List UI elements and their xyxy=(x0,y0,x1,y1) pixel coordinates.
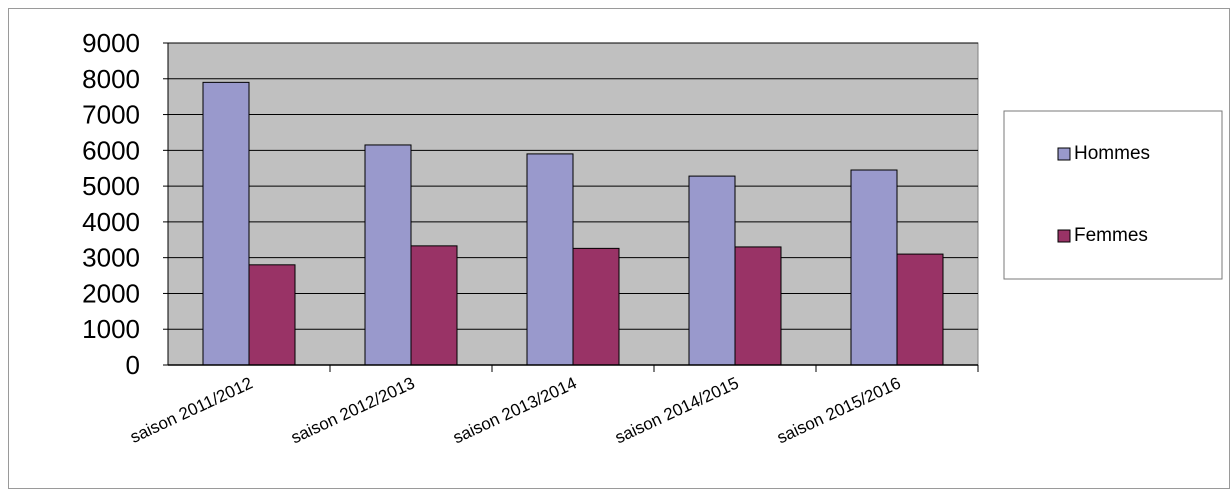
y-tick-label: 5000 xyxy=(82,171,140,201)
y-tick-label: 8000 xyxy=(82,64,140,94)
legend-swatch-hommes xyxy=(1057,147,1071,161)
y-tick-label: 7000 xyxy=(82,100,140,130)
y-tick-label: 4000 xyxy=(82,207,140,237)
bars xyxy=(202,81,944,366)
legend-label-hommes: Hommes xyxy=(1074,143,1150,164)
x-axis-category-labels: saison 2011/2012 saison 2012/2013 saison 2… xyxy=(127,373,904,447)
x-category-label: saison 2012/2013 xyxy=(288,373,418,447)
y-tick-label: 9000 xyxy=(82,28,140,58)
y-tick-label: 1000 xyxy=(82,314,140,344)
legend-box xyxy=(1003,110,1223,280)
y-tick-label: 6000 xyxy=(82,135,140,165)
bar-hommes-3 xyxy=(526,153,574,366)
x-category-label: saison 2013/2014 xyxy=(450,373,580,447)
bar-hommes-1 xyxy=(202,81,250,366)
x-axis xyxy=(167,43,979,372)
x-category-label: saison 2014/2015 xyxy=(612,373,742,447)
bar-hommes-2 xyxy=(364,144,412,366)
y-axis-tick-labels: 0 1000 2000 3000 4000 5000 6000 7000 8000 9000 xyxy=(82,28,168,380)
legend-swatch-femmes xyxy=(1057,229,1071,243)
bar-femmes-3 xyxy=(572,247,620,366)
x-category-label: saison 2015/2016 xyxy=(774,373,904,447)
y-tick-label: 2000 xyxy=(82,278,140,308)
bar-femmes-4 xyxy=(734,246,782,366)
bar-femmes-1 xyxy=(248,264,296,366)
bar-femmes-5 xyxy=(896,253,944,366)
x-category-label: saison 2011/2012 xyxy=(127,373,256,446)
y-tick-label: 3000 xyxy=(82,243,140,273)
y-tick-label: 0 xyxy=(126,350,140,380)
bar-femmes-2 xyxy=(410,245,458,366)
bar-hommes-4 xyxy=(688,175,736,366)
bar-hommes-5 xyxy=(850,169,898,366)
legend: Hommes Femmes xyxy=(1003,110,1223,280)
legend-label-femmes: Femmes xyxy=(1074,225,1148,246)
